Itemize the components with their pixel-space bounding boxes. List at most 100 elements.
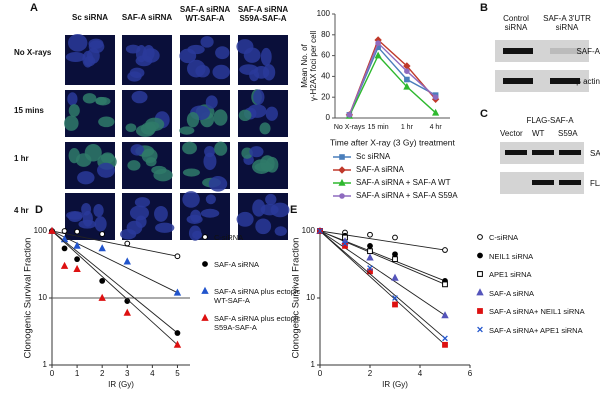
marker [339,154,345,160]
nucleus [260,47,272,66]
marker [367,231,373,238]
x-tick-label: No X-rays [334,124,366,131]
marker [477,326,483,333]
marker [202,261,208,267]
nucleus [200,208,220,218]
panel-label: D [35,204,43,216]
y-tick-label: 0 [326,113,331,122]
band-label: SAF-A [590,149,600,158]
marker [99,231,106,237]
marker [391,273,399,281]
panel-label: B [480,2,488,14]
marker [74,256,80,263]
nucleus [182,168,200,177]
marker [60,261,69,269]
marker [98,293,106,301]
legend-label: NEIL1 siRNA [489,251,534,261]
marker [202,234,208,240]
nucleus [255,218,272,235]
nucleus [260,155,275,172]
micrograph [236,35,288,85]
x-tick-label: 0 [50,369,55,378]
blot [495,70,589,92]
micrograph [65,193,115,240]
marker [442,335,448,342]
marker [404,68,410,74]
nucleus [130,144,145,156]
marker [442,341,448,348]
nucleus [208,176,228,192]
marker [73,241,81,249]
x-tick-label: 1 [75,369,80,378]
nucleus [190,209,202,223]
marker [374,51,382,59]
marker [366,253,374,261]
nucleus [192,230,203,240]
nucleus [75,153,92,167]
nucleus [236,211,254,227]
nucleus [187,44,205,55]
nucleus [94,216,107,232]
series-line [348,45,436,116]
nucleus [212,64,230,80]
column-header: Sc siRNA [71,13,108,22]
x-tick-label: 2 [100,369,105,378]
fit-line [51,230,178,334]
nucleus [186,59,206,78]
legend-label: SAF-A siRNA [214,260,260,269]
legend-label: SAF-A siRNA+ NEIL1 siRNA [489,307,585,316]
micrograph [122,142,173,189]
blot-column: Control siRNA [503,14,529,32]
marker [174,330,181,336]
marker [123,308,131,316]
band-label: SAF-A [576,47,600,56]
marker [60,235,69,243]
band [503,78,533,84]
nucleus [134,197,151,208]
y-tick-label: 1 [311,360,316,369]
nucleus [259,122,271,135]
blot-column: S59A [558,129,578,138]
marker [392,251,398,258]
nucleus [215,46,230,60]
micrograph [238,89,288,137]
band [559,180,581,185]
band [559,150,581,155]
marker [338,166,346,174]
nucleus [127,160,141,171]
micrograph [65,142,117,189]
nucleus [141,148,158,164]
band [550,48,580,54]
marker [98,244,106,252]
x-tick-label: 5 [175,369,180,378]
marker [367,242,373,249]
x-tick-label: 4 [418,369,423,378]
series-line [348,41,437,116]
fit-line [51,230,178,294]
legend-label: SAF-A siRNA + SAF-A WT [356,178,451,187]
band [503,48,533,54]
micrograph [122,35,172,85]
nucleus [97,162,115,178]
nucleus [125,44,141,54]
x-tick-label: 4 hr [430,124,443,131]
marker [339,193,345,199]
nucleus [88,40,105,54]
marker [476,288,484,296]
nucleus [120,228,137,240]
micrograph [65,33,115,85]
fit-line [319,230,446,339]
marker [367,265,373,271]
nucleus [186,111,200,128]
y-tick-label: 100 [302,226,316,235]
nucleus [214,141,228,156]
nucleus [144,121,160,131]
y-tick-label: 1 [43,360,48,369]
band [550,78,580,84]
band [532,180,554,185]
nucleus [66,210,84,220]
marker [403,82,411,90]
nucleus [253,89,265,105]
x-tick-label: 15 min [368,124,389,131]
nucleus [68,104,80,117]
